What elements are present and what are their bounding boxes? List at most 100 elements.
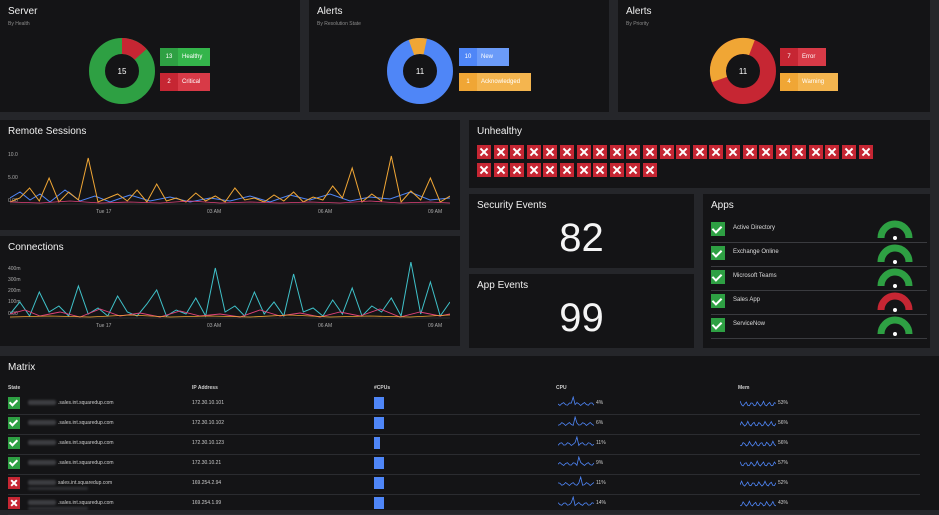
unhealthy-item-icon[interactable] (593, 145, 608, 159)
unhealthy-item-icon[interactable] (477, 163, 491, 177)
connections-tile[interactable]: Connections 400m 300m 200m 100m 0.00 Tue… (0, 236, 460, 346)
unhealthy-item-icon[interactable] (626, 163, 641, 177)
app-events-tile[interactable]: App Events 99 (469, 274, 694, 348)
unhealthy-item-icon[interactable] (725, 145, 740, 159)
ip-address: 172.30.10.101 (192, 400, 224, 406)
matrix-header-mem[interactable]: Mem (738, 385, 750, 391)
unhealthy-item-icon[interactable] (559, 163, 574, 177)
alerts-pri-donut[interactable]: 11 (708, 36, 778, 106)
unhealthy-item-icon[interactable] (759, 145, 774, 159)
unhealthy-item-icon[interactable] (543, 163, 558, 177)
unhealthy-item-icon[interactable] (593, 163, 608, 177)
unhealthy-item-icon[interactable] (543, 145, 558, 159)
rs-ytick: 5.00 (8, 175, 18, 181)
server-donut[interactable]: 15 (87, 36, 157, 106)
mem-value: 56% (778, 420, 789, 426)
security-events-tile[interactable]: Security Events 82 (469, 194, 694, 268)
unhealthy-item-icon[interactable] (808, 145, 823, 159)
check-icon (8, 437, 20, 449)
redacted-hostname (28, 440, 56, 445)
unhealthy-item-icon[interactable] (510, 163, 525, 177)
cpu-sparkline (558, 436, 594, 447)
unhealthy-item-icon[interactable] (842, 145, 857, 159)
table-row[interactable]: .sales.int.squaredup.com 172.30.10.102 6% 5… (8, 414, 920, 435)
unhealthy-item-icon[interactable] (692, 145, 707, 159)
gauge-icon (877, 220, 913, 240)
redacted-hostname (28, 500, 56, 505)
alerts-priority-tile[interactable]: Alerts By Priority 11 7 Error 4 Warning (618, 0, 930, 112)
mem-sparkline (740, 480, 776, 487)
table-row[interactable]: .sales.int.squaredup.com 172.30.10.21 9% 57… (8, 454, 920, 475)
unhealthy-item-icon[interactable] (609, 145, 624, 159)
unhealthy-item-icon[interactable] (825, 145, 840, 159)
unhealthy-item-icon[interactable] (792, 145, 807, 159)
unhealthy-item-icon[interactable] (526, 163, 541, 177)
connections-chart[interactable] (10, 262, 450, 320)
unhealthy-item-icon[interactable] (576, 163, 591, 177)
unhealthy-title: Unhealthy (477, 126, 523, 137)
server-legend-healthy[interactable]: 13 Healthy (160, 48, 210, 66)
server-legend-critical[interactable]: 2 Critical (160, 73, 210, 91)
alerts-pri-legend-error[interactable]: 7 Error (780, 48, 826, 66)
unhealthy-tile[interactable]: Unhealthy (469, 120, 930, 188)
table-row[interactable]: .sales.int.squaredup.com 169.254.1.99 14% 4… (8, 494, 920, 515)
matrix-header-state[interactable]: State (8, 385, 21, 391)
remote-sessions-chart[interactable] (10, 148, 450, 206)
legend-count: 1 (459, 73, 477, 91)
unhealthy-item-icon[interactable] (477, 145, 491, 159)
unhealthy-item-icon[interactable] (510, 145, 525, 159)
table-row[interactable]: .sales.int.squaredup.com 172.30.10.101 4% 5… (8, 394, 920, 415)
unhealthy-item-icon[interactable] (526, 145, 541, 159)
app-row[interactable]: Exchange Online (711, 244, 927, 267)
app-name: ServiceNow (733, 321, 766, 327)
app-row[interactable]: Microsoft Teams (711, 268, 927, 291)
unhealthy-item-icon[interactable] (609, 163, 624, 177)
vcpu-bar (374, 417, 384, 429)
apps-tile[interactable]: Apps Active Directory Exchange Online Micr… (703, 194, 930, 348)
matrix-header-ip[interactable]: IP Address (192, 385, 218, 391)
legend-label: Critical (178, 73, 210, 91)
redacted-hostname (28, 480, 56, 485)
unhealthy-item-icon[interactable] (659, 145, 674, 159)
host-name: sales.int.squaredup.com (58, 480, 113, 486)
matrix-header-cpu[interactable]: CPU (556, 385, 567, 391)
alerts-pri-legend-warning[interactable]: 4 Warning (780, 73, 838, 91)
unhealthy-item-icon[interactable] (493, 163, 508, 177)
ip-address: 169.254.2.94 (192, 480, 222, 486)
app-row[interactable]: Active Directory (711, 220, 927, 243)
remote-sessions-tile[interactable]: Remote Sessions 10.0 5.00 0.00 Tue 17 03… (0, 120, 460, 230)
app-row[interactable]: ServiceNow (711, 316, 927, 339)
matrix-header-vcpus[interactable]: #CPUs (374, 385, 391, 391)
alerts-resolution-tile[interactable]: Alerts By Resolution State 11 10 New 1 A… (309, 0, 609, 112)
alerts-res-legend-new[interactable]: 10 New (459, 48, 509, 66)
cpu-value: 9% (596, 460, 604, 466)
unhealthy-item-icon[interactable] (559, 145, 574, 159)
close-icon (8, 477, 20, 489)
unhealthy-item-icon[interactable] (626, 145, 641, 159)
unhealthy-item-icon[interactable] (858, 145, 873, 159)
unhealthy-item-icon[interactable] (742, 145, 757, 159)
app-row[interactable]: Sales App (711, 292, 927, 315)
table-row[interactable]: .sales.int.squaredup.com 172.30.10.123 11%… (8, 434, 920, 455)
host-name: .sales.int.squaredup.com (58, 460, 114, 466)
check-icon (711, 294, 725, 308)
check-icon (8, 417, 20, 429)
unhealthy-item-icon[interactable] (642, 163, 657, 177)
server-tile[interactable]: Server By Health 15 13 Healthy 2 Critica… (0, 0, 300, 112)
conn-ytick: 0.00 (8, 311, 18, 317)
unhealthy-item-icon[interactable] (493, 145, 508, 159)
unhealthy-item-icon[interactable] (576, 145, 591, 159)
matrix-tile[interactable]: Matrix (0, 356, 939, 510)
app-name: Exchange Online (733, 249, 779, 255)
vcpu-bar (374, 477, 384, 489)
table-row[interactable]: sales.int.squaredup.com 169.254.2.94 11% 52… (8, 474, 920, 495)
unhealthy-item-icon[interactable] (642, 145, 657, 159)
unhealthy-item-icon[interactable] (709, 145, 724, 159)
alerts-res-legend-ack[interactable]: 1 Acknowledged (459, 73, 531, 91)
check-icon (8, 397, 20, 409)
legend-count: 13 (160, 48, 178, 66)
unhealthy-item-icon[interactable] (775, 145, 790, 159)
alerts-res-donut[interactable]: 11 (385, 36, 455, 106)
app-events-value: 99 (559, 296, 604, 340)
unhealthy-item-icon[interactable] (676, 145, 691, 159)
